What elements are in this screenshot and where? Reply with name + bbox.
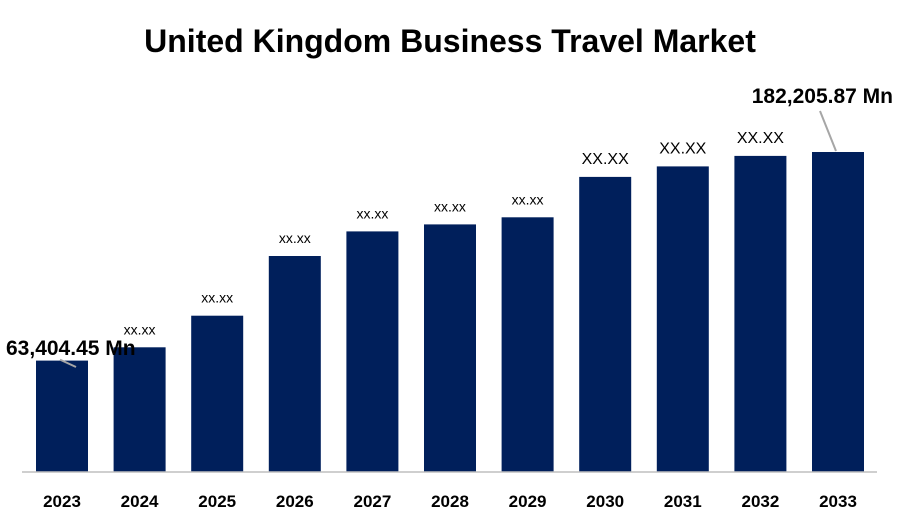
bar-2025 xyxy=(191,315,244,472)
bar-data-label: XX.XX xyxy=(582,151,629,168)
callout-leader-line-last xyxy=(819,110,837,152)
bar-2024 xyxy=(113,347,166,472)
x-tick-label: 2032 xyxy=(741,492,779,511)
bar-2028 xyxy=(424,224,476,472)
x-tick-label: 2026 xyxy=(276,492,314,511)
bar-data-label: xx.xx xyxy=(434,198,466,214)
x-tick-label: 2030 xyxy=(586,492,624,511)
x-tick-label: 2029 xyxy=(509,492,547,511)
callout-leader-line-first xyxy=(59,358,77,368)
bar-2033 xyxy=(812,152,864,472)
bar-data-label: XX.XX xyxy=(737,130,784,147)
x-tick-label: 2031 xyxy=(664,492,702,511)
data-labels-group: xx.xx xx.xx xx.xx xx.xx xx.xx xx.xx XX.XX XX.XX… xyxy=(124,130,785,337)
bar-2031 xyxy=(656,166,709,472)
x-axis-ticks-group: 2023 2024 2025 2026 2027 2028 2029 2030 2031 2032… xyxy=(43,492,857,511)
x-tick-label: 2025 xyxy=(198,492,236,511)
callout-last-value: 182,205.87 Mn xyxy=(752,85,893,108)
bar-data-label: xx.xx xyxy=(124,321,156,337)
bar-2029 xyxy=(501,217,554,472)
bar-data-label: XX.XX xyxy=(659,140,706,157)
x-tick-label: 2033 xyxy=(819,492,857,511)
bar-2027 xyxy=(346,231,399,472)
x-tick-label: 2024 xyxy=(121,492,159,511)
x-tick-label: 2027 xyxy=(353,492,391,511)
callout-first-value: 63,404.45 Mn xyxy=(6,337,136,360)
x-tick-label: 2028 xyxy=(431,492,469,511)
chart-title: United Kingdom Business Travel Market xyxy=(144,23,756,59)
bar-data-label: xx.xx xyxy=(512,191,544,207)
bar-data-label: xx.xx xyxy=(356,205,388,221)
bar-2032 xyxy=(734,155,787,472)
bar-data-label: xx.xx xyxy=(279,230,311,246)
bar-2023 xyxy=(36,360,88,472)
bars-group xyxy=(36,152,864,472)
x-tick-label: 2023 xyxy=(43,492,81,511)
bar-data-label: xx.xx xyxy=(201,290,233,306)
bar-2030 xyxy=(579,176,632,472)
bar-2026 xyxy=(268,256,321,472)
